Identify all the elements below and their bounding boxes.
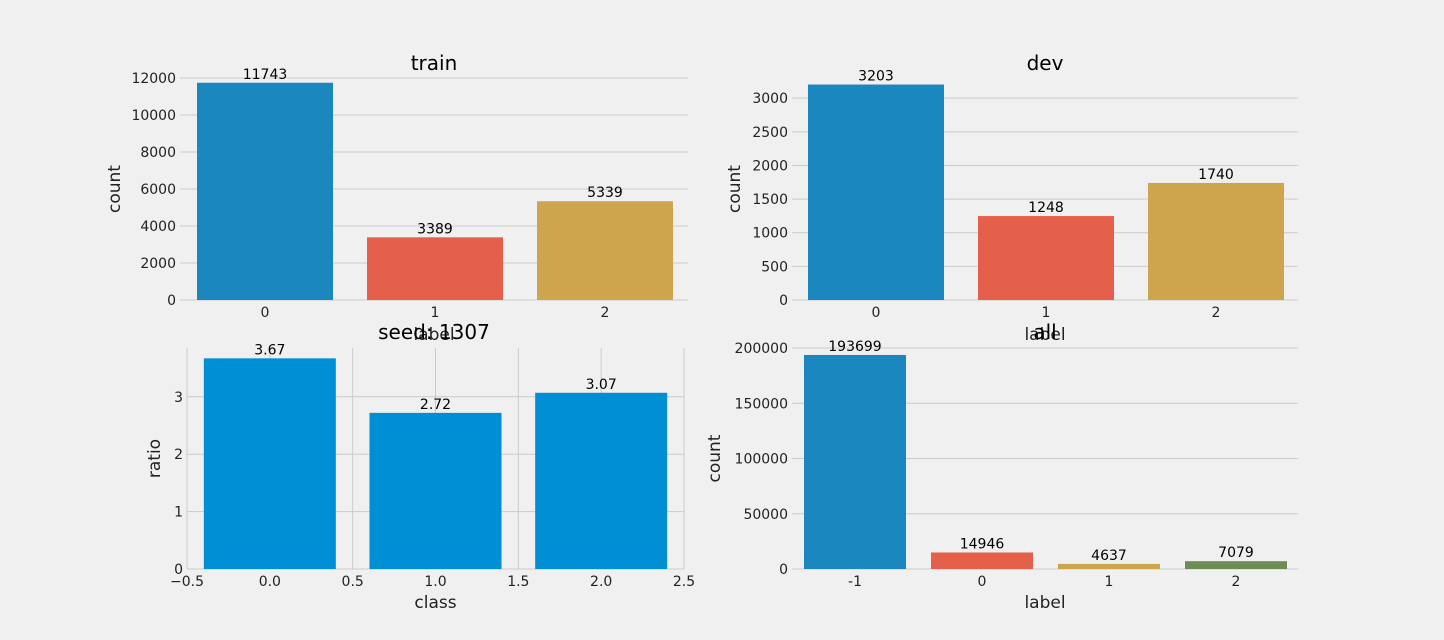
bar: [367, 237, 503, 300]
y-tick-label: 4000: [140, 219, 176, 235]
y-axis-label: count: [705, 434, 725, 482]
bar: [978, 216, 1114, 300]
y-tick-label: 6000: [140, 182, 176, 198]
y-axis-label: count: [725, 165, 745, 213]
x-tick-label: 1: [431, 305, 440, 321]
bar-value-label: 193699: [828, 339, 881, 355]
y-tick-label: 3: [174, 390, 183, 406]
x-tick-label: 1: [1105, 574, 1114, 590]
y-tick-label: 1000: [752, 226, 788, 242]
y-tick-label: 2000: [752, 158, 788, 174]
bar-value-label: 4637: [1091, 548, 1127, 564]
x-tick-label: 2: [1232, 574, 1241, 590]
bar: [197, 82, 333, 300]
x-axis-label: label: [1024, 593, 1065, 613]
y-tick-label: 2500: [752, 125, 788, 141]
bar-value-label: 2.72: [420, 397, 451, 413]
x-tick-label: 2.5: [673, 574, 695, 590]
y-tick-label: 8000: [140, 145, 176, 161]
x-tick-label: 1.5: [507, 574, 529, 590]
bar-value-label: 11743: [243, 67, 288, 83]
y-tick-label: 3000: [752, 91, 788, 107]
y-tick-label: 500: [761, 259, 788, 275]
x-tick-label: 0: [978, 574, 987, 590]
x-axis-label: label: [1024, 325, 1065, 345]
x-axis-label: label: [413, 325, 454, 345]
y-tick-label: 100000: [735, 452, 788, 468]
x-tick-label: 2: [601, 305, 610, 321]
x-axis-label: class: [414, 593, 456, 613]
y-tick-label: 150000: [735, 396, 788, 412]
x-tick-label: 0: [872, 305, 881, 321]
x-tick-label: 2: [1212, 305, 1221, 321]
subplot-title: all: [1033, 320, 1056, 344]
y-tick-label: 0: [779, 293, 788, 309]
x-tick-label: −0.5: [170, 574, 204, 590]
subplot-title: seed: 1307: [378, 320, 490, 344]
bar-value-label: 14946: [960, 536, 1005, 552]
bar-value-label: 5339: [587, 185, 623, 201]
x-tick-label: -1: [848, 574, 862, 590]
y-axis-label: ratio: [145, 439, 165, 478]
y-tick-label: 12000: [131, 71, 176, 87]
y-tick-label: 0: [174, 562, 183, 578]
y-tick-label: 10000: [131, 108, 176, 124]
bar-value-label: 7079: [1218, 545, 1254, 561]
bar-value-label: 3203: [858, 69, 894, 85]
bar-value-label: 1248: [1028, 200, 1064, 216]
bar: [1058, 563, 1160, 569]
x-tick-label: 2.0: [590, 574, 612, 590]
y-tick-label: 1500: [752, 192, 788, 208]
y-tick-label: 2000: [140, 256, 176, 272]
bar-value-label: 3.07: [586, 377, 617, 393]
subplot-title: train: [411, 51, 458, 75]
x-tick-label: 1: [1042, 305, 1051, 321]
y-axis-label: count: [105, 165, 125, 213]
bar: [804, 354, 906, 569]
subplot-title: dev: [1027, 51, 1064, 75]
x-tick-label: 0.5: [342, 574, 364, 590]
subplot-3: 0 1 2 3 3.67 2.72 3.07 −0.5 0.0 0.5 1.0 1.5 2.0 2.5 se…: [145, 320, 695, 613]
subplot-1: 0 2000 4000 6000 8000 10000 12000 11743 3389 5339…: [105, 51, 688, 345]
bar: [537, 201, 673, 300]
bar: [808, 84, 944, 300]
y-tick-label: 1: [174, 505, 183, 521]
bar: [1185, 561, 1287, 569]
bar-value-label: 3389: [417, 221, 453, 237]
bar: [931, 552, 1033, 569]
y-tick-label: 0: [779, 562, 788, 578]
subplot-4: 0 50000 100000 150000 200000 193699 14946 4637 7…: [705, 320, 1298, 613]
y-tick-label: 0: [167, 293, 176, 309]
y-tick-label: 50000: [743, 507, 788, 523]
x-tick-label: 1.0: [424, 574, 446, 590]
bar-value-label: 1740: [1198, 167, 1234, 183]
bar: [203, 358, 336, 569]
bar: [1148, 182, 1284, 300]
x-tick-label: 0: [261, 305, 270, 321]
subplot-2: 0 500 1000 1500 2000 2500 3000 3203 1248 1740 0 1 2 d…: [725, 51, 1298, 345]
x-tick-label: 0.0: [259, 574, 281, 590]
y-tick-label: 200000: [735, 341, 788, 357]
bar-value-label: 3.67: [254, 342, 285, 358]
y-tick-label: 2: [174, 447, 183, 463]
bar: [535, 392, 668, 569]
bar: [369, 412, 502, 569]
